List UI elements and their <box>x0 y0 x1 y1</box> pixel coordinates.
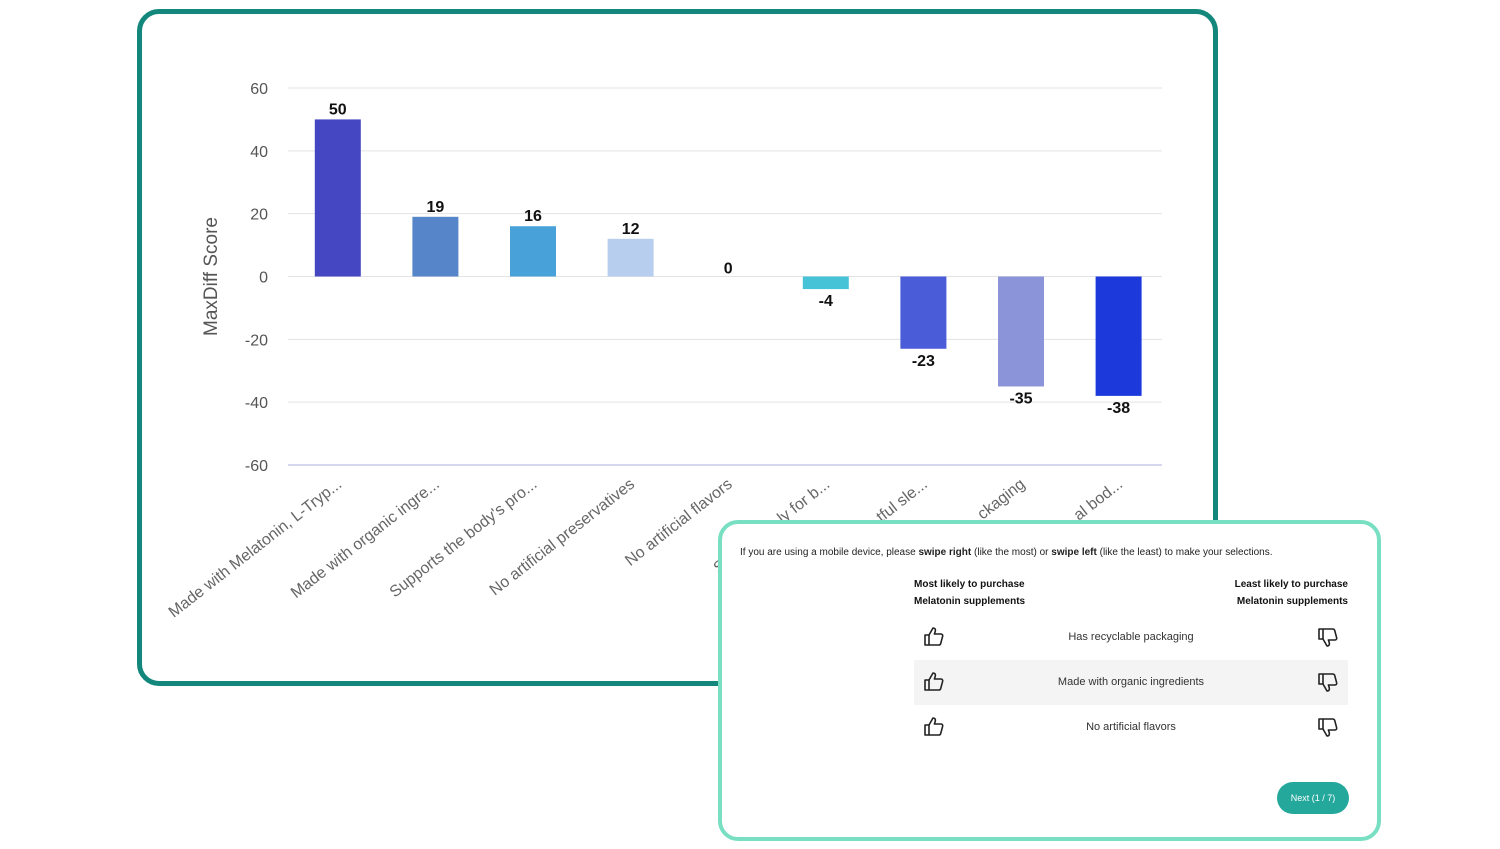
data-label: -35 <box>1009 390 1032 407</box>
data-label: -38 <box>1107 400 1130 417</box>
y-tick-label: 20 <box>250 207 268 224</box>
y-tick-label: 60 <box>250 81 268 98</box>
most-likely-header-line1: Most likely to purchase <box>914 579 1025 590</box>
bar <box>900 276 947 349</box>
option-label: No artificial flavors <box>1086 721 1176 733</box>
chart-card: 60 40 20 0 -20 -40 -60 MaxDiff Score 50 Made with… <box>137 9 1218 686</box>
bar <box>998 276 1044 387</box>
instructions-text-1: If you are using a mobile device, please <box>740 547 919 558</box>
option-row-recyclable: Has recyclable packaging <box>914 615 1348 660</box>
swipe-left-text: swipe left <box>1051 547 1097 558</box>
most-likely-header-line2: Melatonin supplements <box>914 596 1026 607</box>
thumbs-up-icon[interactable] <box>922 625 946 649</box>
thumbs-up-icon[interactable] <box>922 715 946 739</box>
y-tick-label: 40 <box>250 144 268 161</box>
bar <box>510 226 556 277</box>
option-label: Has recyclable packaging <box>1068 631 1194 643</box>
next-button[interactable]: Next (1 / 7) <box>1277 782 1349 814</box>
data-label: 16 <box>524 208 542 225</box>
instructions-text-3: (like the least) to make your selections… <box>1096 547 1273 558</box>
data-label: 19 <box>427 199 445 216</box>
thumbs-down-icon[interactable] <box>1316 715 1340 739</box>
least-likely-header: Least likely to purchase Melatonin suppl… <box>1235 576 1348 610</box>
data-label: -23 <box>912 353 935 370</box>
bar <box>1095 276 1142 396</box>
thumbs-down-icon[interactable] <box>1316 625 1340 649</box>
instructions-text-2: (like the most) or <box>971 547 1052 558</box>
y-tick-label: -20 <box>245 332 268 349</box>
option-row-organic: Made with organic ingredients <box>914 660 1348 705</box>
survey-instructions: If you are using a mobile device, please… <box>740 547 1360 558</box>
y-tick-label: -40 <box>245 395 268 412</box>
option-label: Made with organic ingredients <box>1057 676 1205 688</box>
least-likely-header-line2: Melatonin supplements <box>1236 596 1348 607</box>
data-label: 12 <box>622 221 640 238</box>
y-axis-label: MaxDiff Score <box>201 217 222 336</box>
maxdiff-survey-card: If you are using a mobile device, please… <box>718 520 1381 841</box>
y-tick-label: 0 <box>259 270 268 287</box>
bar <box>802 276 849 290</box>
thumbs-down-icon[interactable] <box>1316 670 1340 694</box>
option-row-artificial-flavors: No artificial flavors <box>914 705 1348 750</box>
data-label: 0 <box>724 261 733 278</box>
thumbs-up-icon[interactable] <box>922 670 946 694</box>
bar <box>412 216 459 277</box>
data-label: -4 <box>819 293 833 310</box>
swipe-right-text: swipe right <box>918 547 972 558</box>
data-label: 50 <box>329 101 347 118</box>
bar <box>607 238 654 277</box>
bar <box>314 119 361 277</box>
y-tick-label: -60 <box>245 458 268 475</box>
most-likely-header: Most likely to purchase Melatonin supple… <box>914 576 1025 610</box>
least-likely-header-line1: Least likely to purchase <box>1234 579 1348 590</box>
x-category-label: Made with Melatonin, L-Tryp... <box>166 476 346 622</box>
